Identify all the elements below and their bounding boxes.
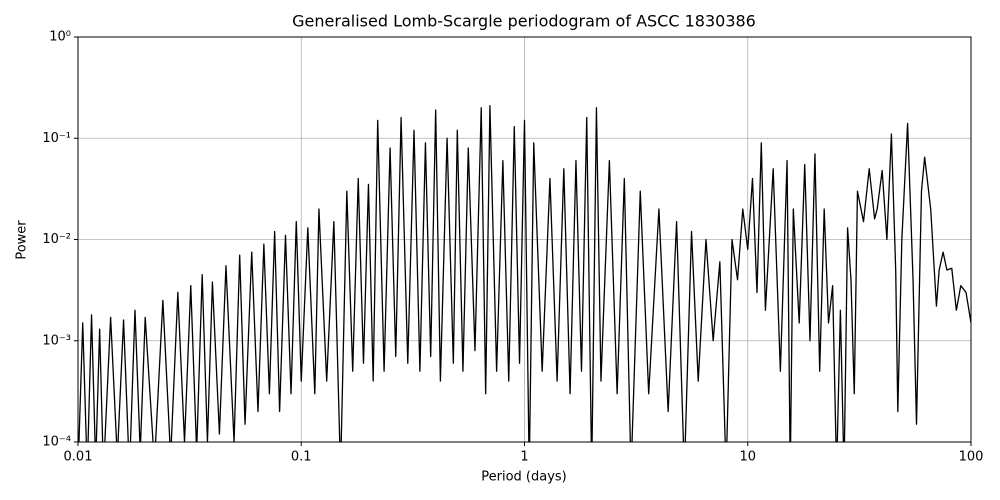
x-tick-label: 0.01 xyxy=(64,450,93,465)
x-tick-label: 10 xyxy=(739,450,756,465)
y-tick-label: 10⁻⁴ xyxy=(42,435,71,450)
y-tick-label: 10⁻¹ xyxy=(42,131,71,146)
x-tick-label: 0.1 xyxy=(291,450,312,465)
line xyxy=(78,104,971,442)
y-tick-label: 10⁻³ xyxy=(42,333,71,348)
x-axis-label: Period (days) xyxy=(481,470,567,485)
y-tick-label: 10⁰ xyxy=(49,30,71,45)
y-tick-label: 10⁻² xyxy=(42,232,71,247)
x-tick-label: 1 xyxy=(520,450,528,465)
chart-title: Generalised Lomb-Scargle periodogram of … xyxy=(292,12,756,31)
y-axis-label: Power xyxy=(15,220,30,260)
x-tick-label: 100 xyxy=(959,450,984,465)
